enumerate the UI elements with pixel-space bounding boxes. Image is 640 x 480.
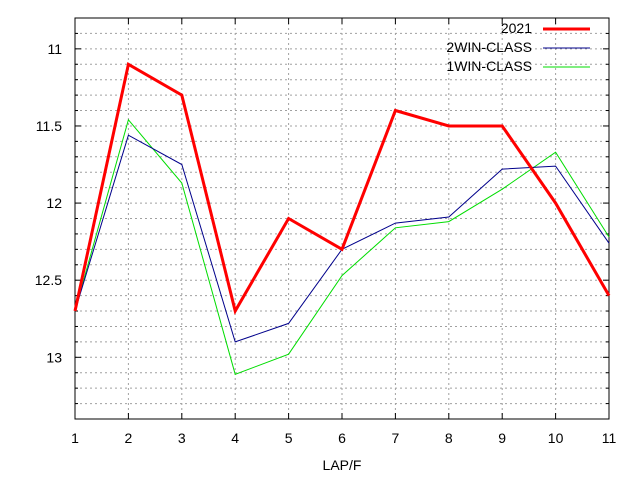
legend: 2021 2WIN-CLASS 1WIN-CLASS xyxy=(446,20,590,74)
y-tick-label: 13 xyxy=(46,349,62,365)
series-lines xyxy=(73,61,611,375)
y-tick-label: 12.5 xyxy=(35,272,62,288)
x-tick-label: 5 xyxy=(285,430,293,446)
x-tick-label: 1 xyxy=(71,430,79,446)
x-tick-label: 2 xyxy=(125,430,133,446)
y-axis-tick-labels: 11 11.5 12 12.5 13 xyxy=(35,41,62,365)
series-line-1win-class xyxy=(74,118,610,375)
x-axis-tick-labels: 1 2 3 4 5 6 7 8 9 10 11 xyxy=(71,430,616,446)
x-tick-label: 11 xyxy=(602,430,617,446)
legend-label: 2WIN-CLASS xyxy=(446,39,532,55)
series-line-2021 xyxy=(73,61,611,315)
grid xyxy=(75,18,609,419)
legend-label: 1WIN-CLASS xyxy=(446,58,532,74)
x-tick-label: 6 xyxy=(338,430,346,446)
x-tick-label: 4 xyxy=(231,430,239,446)
y-tick-label: 11 xyxy=(47,41,62,57)
y-tick-label: 11.5 xyxy=(36,118,62,134)
x-tick-label: 10 xyxy=(548,430,564,446)
x-tick-label: 8 xyxy=(445,430,453,446)
y-tick-label: 12 xyxy=(46,195,62,211)
x-tick-label: 9 xyxy=(498,430,506,446)
x-axis-title: LAP/F xyxy=(323,457,362,473)
x-tick-label: 7 xyxy=(392,430,400,446)
legend-label: 2021 xyxy=(501,20,532,36)
x-tick-label: 3 xyxy=(178,430,186,446)
